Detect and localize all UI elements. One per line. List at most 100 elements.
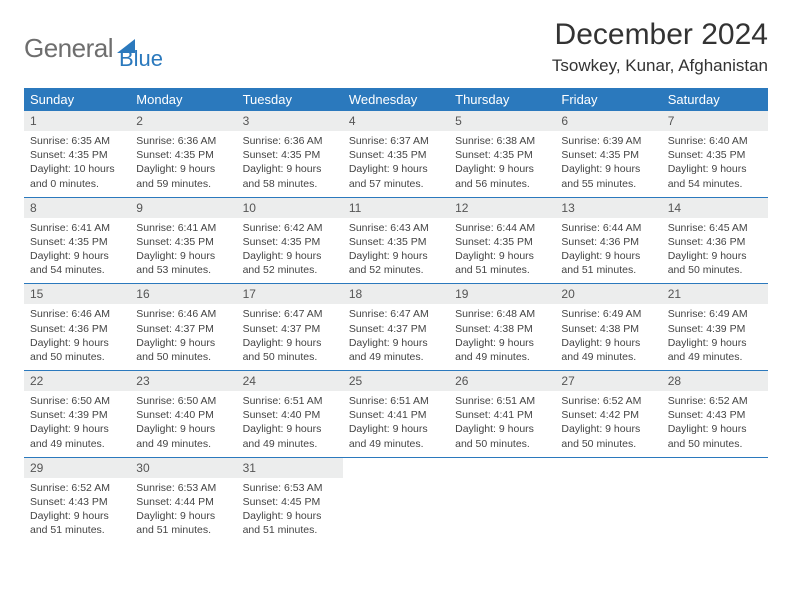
daylight-text-2: and 50 minutes. [668,263,762,277]
daylight-text-2: and 52 minutes. [243,263,337,277]
day-number: 16 [130,284,236,305]
daynum-row: 293031 [24,457,768,478]
day-number: 7 [662,111,768,131]
sunset-text: Sunset: 4:35 PM [561,148,655,162]
day-number: 15 [24,284,130,305]
day-info: Sunrise: 6:52 AMSunset: 4:42 PMDaylight:… [555,391,661,457]
sunset-text: Sunset: 4:45 PM [243,495,337,509]
sunrise-text: Sunrise: 6:36 AM [136,134,230,148]
day-info [555,478,661,544]
day-number: 10 [237,197,343,218]
sunset-text: Sunset: 4:36 PM [561,235,655,249]
sunset-text: Sunset: 4:38 PM [561,322,655,336]
day-number: 6 [555,111,661,131]
daylight-text-2: and 57 minutes. [349,177,443,191]
daylight-text-2: and 50 minutes. [668,437,762,451]
sunset-text: Sunset: 4:35 PM [349,148,443,162]
sunset-text: Sunset: 4:35 PM [243,148,337,162]
weekday-header: Friday [555,88,661,111]
daylight-text-2: and 54 minutes. [30,263,124,277]
sunrise-text: Sunrise: 6:50 AM [30,394,124,408]
sunset-text: Sunset: 4:35 PM [455,235,549,249]
day-info [449,478,555,544]
sunset-text: Sunset: 4:42 PM [561,408,655,422]
sunrise-text: Sunrise: 6:45 AM [668,221,762,235]
day-info: Sunrise: 6:50 AMSunset: 4:40 PMDaylight:… [130,391,236,457]
sunrise-text: Sunrise: 6:51 AM [349,394,443,408]
day-number: 29 [24,457,130,478]
daylight-text-1: Daylight: 9 hours [349,162,443,176]
day-info: Sunrise: 6:53 AMSunset: 4:44 PMDaylight:… [130,478,236,544]
sunrise-text: Sunrise: 6:41 AM [30,221,124,235]
sunrise-text: Sunrise: 6:44 AM [455,221,549,235]
day-info: Sunrise: 6:35 AMSunset: 4:35 PMDaylight:… [24,131,130,197]
sunrise-text: Sunrise: 6:41 AM [136,221,230,235]
daylight-text-1: Daylight: 9 hours [668,249,762,263]
weekday-header: Monday [130,88,236,111]
daylight-text-2: and 53 minutes. [136,263,230,277]
daynum-row: 15161718192021 [24,284,768,305]
day-number [343,457,449,478]
daylight-text-1: Daylight: 9 hours [243,249,337,263]
daylight-text-2: and 58 minutes. [243,177,337,191]
day-number: 2 [130,111,236,131]
sunset-text: Sunset: 4:37 PM [243,322,337,336]
daylight-text-2: and 0 minutes. [30,177,124,191]
day-number: 25 [343,371,449,392]
day-number: 1 [24,111,130,131]
sunrise-text: Sunrise: 6:52 AM [30,481,124,495]
sunset-text: Sunset: 4:41 PM [349,408,443,422]
day-number: 22 [24,371,130,392]
sunset-text: Sunset: 4:43 PM [668,408,762,422]
sunrise-text: Sunrise: 6:44 AM [561,221,655,235]
sunset-text: Sunset: 4:36 PM [668,235,762,249]
day-info: Sunrise: 6:51 AMSunset: 4:41 PMDaylight:… [343,391,449,457]
weekday-header: Saturday [662,88,768,111]
daylight-text-2: and 49 minutes. [561,350,655,364]
sunset-text: Sunset: 4:35 PM [136,148,230,162]
sunset-text: Sunset: 4:41 PM [455,408,549,422]
day-number [555,457,661,478]
sunrise-text: Sunrise: 6:48 AM [455,307,549,321]
sunset-text: Sunset: 4:40 PM [136,408,230,422]
daylight-text-2: and 55 minutes. [561,177,655,191]
calendar-table: Sunday Monday Tuesday Wednesday Thursday… [24,88,768,543]
day-info: Sunrise: 6:52 AMSunset: 4:43 PMDaylight:… [662,391,768,457]
sunset-text: Sunset: 4:35 PM [30,148,124,162]
sunset-text: Sunset: 4:36 PM [30,322,124,336]
daylight-text-2: and 50 minutes. [561,437,655,451]
day-number: 21 [662,284,768,305]
day-info: Sunrise: 6:41 AMSunset: 4:35 PMDaylight:… [24,218,130,284]
sunset-text: Sunset: 4:35 PM [668,148,762,162]
sunrise-text: Sunrise: 6:47 AM [243,307,337,321]
logo-word2: Blue [119,46,163,72]
daylight-text-2: and 51 minutes. [455,263,549,277]
daylight-text-1: Daylight: 9 hours [455,162,549,176]
day-info [662,478,768,544]
sunrise-text: Sunrise: 6:53 AM [243,481,337,495]
day-number: 20 [555,284,661,305]
day-info [343,478,449,544]
day-number: 14 [662,197,768,218]
daylight-text-1: Daylight: 9 hours [349,249,443,263]
daynum-row: 891011121314 [24,197,768,218]
daylight-text-1: Daylight: 9 hours [30,422,124,436]
sunset-text: Sunset: 4:35 PM [349,235,443,249]
daylight-text-1: Daylight: 9 hours [668,162,762,176]
day-info: Sunrise: 6:51 AMSunset: 4:40 PMDaylight:… [237,391,343,457]
sunrise-text: Sunrise: 6:52 AM [668,394,762,408]
day-info: Sunrise: 6:45 AMSunset: 4:36 PMDaylight:… [662,218,768,284]
daylight-text-1: Daylight: 9 hours [455,422,549,436]
day-number: 12 [449,197,555,218]
title-block: December 2024 Tsowkey, Kunar, Afghanista… [552,18,768,76]
sunrise-text: Sunrise: 6:42 AM [243,221,337,235]
day-number: 17 [237,284,343,305]
day-info: Sunrise: 6:52 AMSunset: 4:43 PMDaylight:… [24,478,130,544]
day-info: Sunrise: 6:47 AMSunset: 4:37 PMDaylight:… [343,304,449,370]
daylight-text-1: Daylight: 9 hours [243,422,337,436]
daylight-text-2: and 50 minutes. [30,350,124,364]
day-number: 28 [662,371,768,392]
daylight-text-1: Daylight: 9 hours [668,422,762,436]
sunrise-text: Sunrise: 6:43 AM [349,221,443,235]
weekday-header: Tuesday [237,88,343,111]
